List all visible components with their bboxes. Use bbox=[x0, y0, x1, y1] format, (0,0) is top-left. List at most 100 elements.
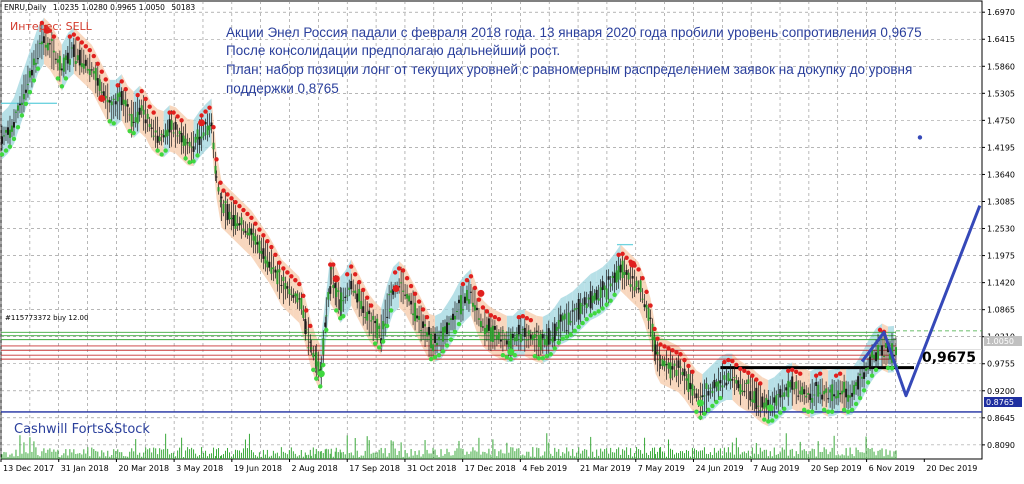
candle bbox=[703, 379, 706, 416]
candle-body bbox=[220, 196, 223, 199]
candle bbox=[212, 131, 215, 159]
candle-body bbox=[525, 339, 528, 341]
candle-body bbox=[30, 69, 33, 76]
candle-body bbox=[320, 365, 323, 370]
candle bbox=[745, 379, 748, 399]
candle bbox=[563, 309, 566, 333]
candle bbox=[36, 40, 39, 65]
cloud-segment bbox=[810, 368, 817, 418]
candle bbox=[58, 50, 61, 82]
buy-dot bbox=[576, 324, 581, 330]
candle bbox=[134, 101, 137, 128]
cloud-segment bbox=[381, 284, 388, 355]
candle-body bbox=[475, 307, 478, 311]
candle-body bbox=[619, 264, 622, 273]
candle bbox=[28, 68, 31, 83]
indicator-dots bbox=[0, 20, 899, 424]
candle bbox=[210, 113, 213, 134]
candle bbox=[348, 279, 351, 297]
candle-body bbox=[651, 323, 654, 340]
sell-dot bbox=[249, 215, 254, 221]
candle bbox=[729, 364, 732, 390]
sell-dot bbox=[516, 315, 522, 320]
buy-dot bbox=[718, 395, 723, 401]
sell-dot bbox=[143, 96, 148, 102]
buy-dot bbox=[580, 320, 585, 326]
candle bbox=[222, 199, 225, 217]
candle-body bbox=[871, 348, 874, 358]
candle bbox=[152, 119, 155, 141]
candle bbox=[174, 116, 177, 148]
candle-body bbox=[224, 200, 227, 204]
candle-body bbox=[505, 340, 508, 345]
candle bbox=[418, 305, 421, 333]
candle-body bbox=[791, 376, 794, 390]
candle bbox=[170, 110, 173, 147]
candle-body bbox=[104, 95, 107, 99]
candle-body bbox=[298, 298, 301, 300]
candle-body bbox=[148, 123, 151, 128]
candle-body bbox=[467, 299, 470, 304]
candle-body bbox=[615, 270, 618, 283]
candle bbox=[186, 133, 189, 155]
candle-body bbox=[867, 367, 870, 370]
candle bbox=[581, 298, 584, 315]
candle bbox=[356, 283, 359, 309]
candle bbox=[104, 85, 107, 109]
annotation-line-3: План: набор позиции лонг от текущих уров… bbox=[226, 62, 912, 77]
candle bbox=[811, 379, 814, 412]
candle bbox=[833, 380, 836, 409]
candle bbox=[86, 57, 89, 74]
candle-body bbox=[656, 351, 659, 355]
candle bbox=[302, 305, 305, 322]
candle bbox=[585, 291, 588, 314]
sell-dot bbox=[464, 277, 470, 283]
buy-dot bbox=[698, 415, 703, 420]
candle bbox=[473, 289, 476, 322]
cloud-segment bbox=[470, 268, 477, 333]
candle-body bbox=[402, 290, 405, 292]
candle bbox=[651, 318, 654, 352]
buy-dot bbox=[35, 66, 41, 71]
candle bbox=[513, 331, 516, 345]
candle-body bbox=[719, 380, 722, 384]
candle bbox=[38, 34, 41, 58]
candle-body bbox=[386, 316, 389, 318]
candle-body bbox=[142, 109, 145, 115]
candle-body bbox=[362, 306, 365, 313]
buy-dot bbox=[3, 148, 9, 153]
candle bbox=[42, 30, 45, 56]
candle-body bbox=[641, 298, 644, 300]
candle-body bbox=[667, 362, 670, 369]
candle-body bbox=[217, 187, 220, 192]
candle bbox=[219, 192, 222, 208]
candle bbox=[96, 66, 99, 97]
candle-body bbox=[551, 336, 554, 343]
candle bbox=[278, 262, 281, 300]
candle-body bbox=[597, 298, 600, 301]
buy-dot bbox=[508, 356, 514, 362]
candle-body bbox=[370, 320, 373, 322]
candle-body bbox=[412, 313, 415, 316]
candle-body bbox=[645, 304, 648, 309]
candle bbox=[617, 256, 620, 289]
candle bbox=[270, 249, 273, 281]
sell-dot bbox=[404, 276, 410, 281]
candle bbox=[256, 234, 259, 254]
candle-body bbox=[481, 326, 484, 328]
sell-dot bbox=[726, 357, 731, 363]
candle bbox=[122, 89, 125, 117]
candle bbox=[747, 371, 750, 410]
cloud-segment bbox=[2, 107, 8, 160]
candle-body bbox=[833, 394, 836, 397]
candle bbox=[312, 345, 315, 361]
sell-dot bbox=[730, 358, 735, 364]
sell-dot bbox=[624, 255, 629, 260]
sell-dot bbox=[738, 366, 743, 372]
candle bbox=[340, 287, 343, 321]
candle bbox=[517, 319, 520, 351]
buy-dot bbox=[55, 76, 61, 81]
candle-body bbox=[26, 84, 29, 86]
candle bbox=[557, 307, 560, 346]
